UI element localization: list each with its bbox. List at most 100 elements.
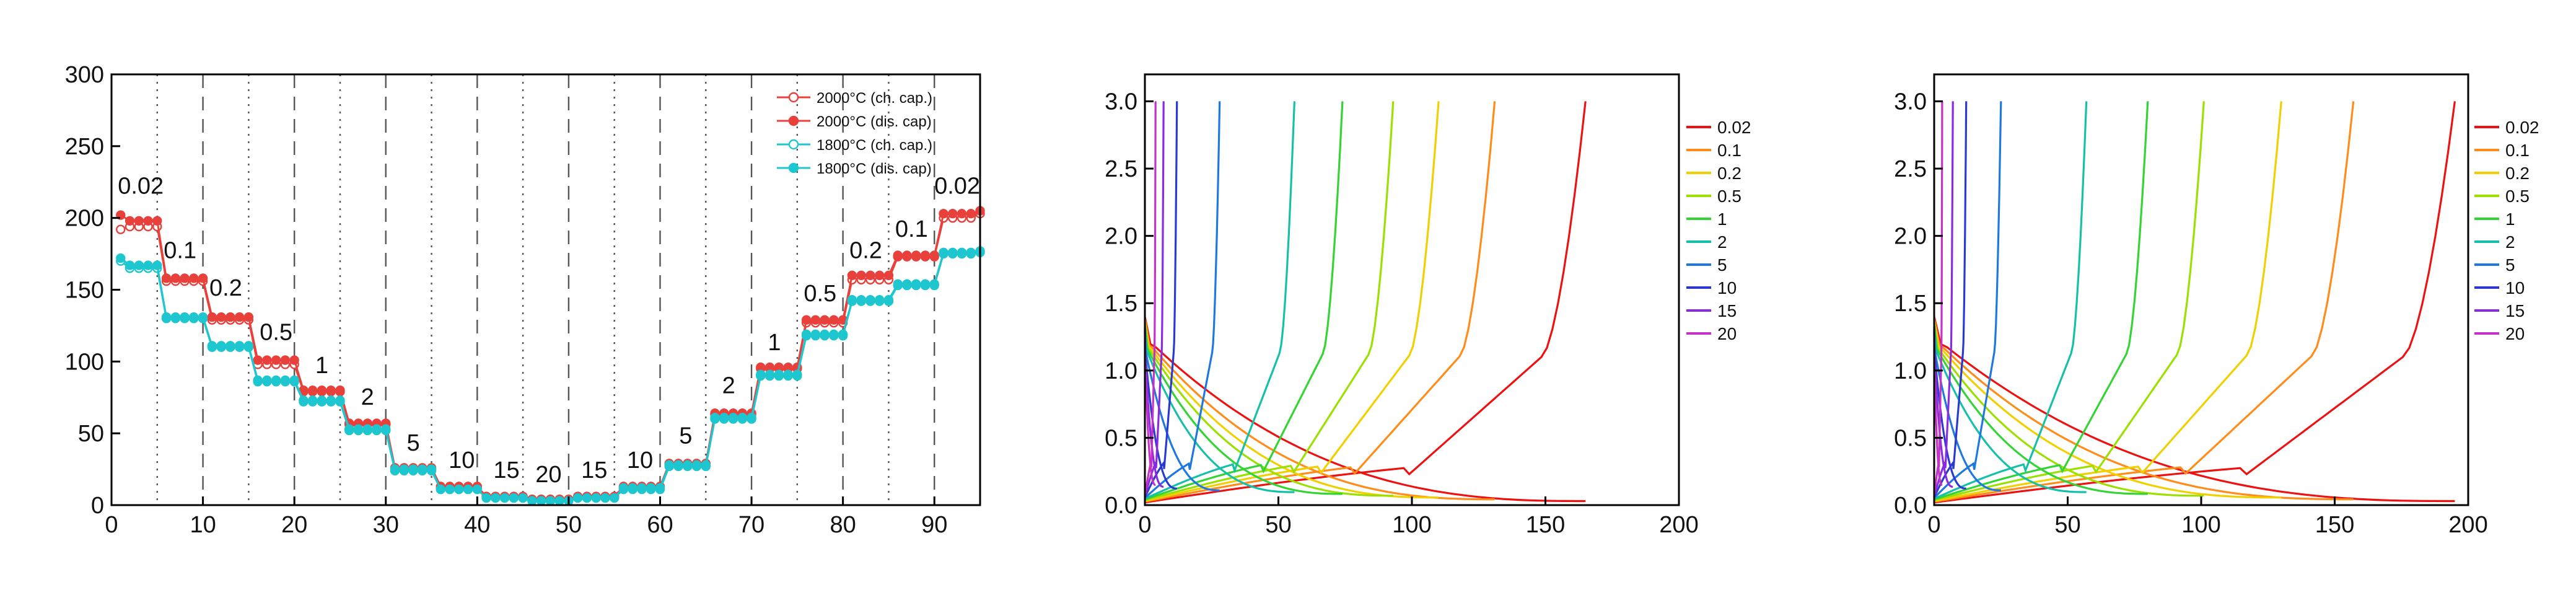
data-point-2000dis: [893, 250, 903, 260]
data-point-1800dis: [299, 395, 309, 405]
data-point-1800dis: [554, 496, 564, 506]
charge-curve: [1933, 101, 1943, 496]
rate-label: 10: [449, 447, 475, 474]
x-tick-label: 80: [830, 512, 856, 538]
x-tick-label: 20: [281, 512, 307, 538]
data-point-1800dis: [317, 395, 327, 405]
rate-label: 20: [535, 462, 561, 488]
data-point-1800dis: [801, 329, 812, 340]
data-point-1800dis: [499, 493, 510, 503]
data-point-2000dis: [234, 312, 245, 322]
data-point-1800dis: [509, 493, 519, 503]
legend-label: 0.2: [1717, 164, 1741, 183]
data-point-1800dis: [966, 247, 976, 257]
rate-label: 2: [722, 372, 735, 399]
legend-label: 5: [1717, 255, 1727, 275]
data-point-2000dis: [161, 273, 172, 283]
legend-label: 10: [1717, 278, 1737, 297]
x-tick-label: 200: [1659, 512, 1698, 538]
data-point-2000dis: [143, 216, 153, 226]
data-point-1800dis: [673, 460, 683, 470]
data-point-1800dis: [426, 464, 437, 474]
data-point-1800dis: [600, 493, 610, 503]
data-point-2000dis: [902, 250, 912, 260]
charge-curve: [1933, 101, 1954, 497]
rate-label: 0.1: [164, 238, 196, 264]
legend: 0.02 0.1 0.2 0.5 1 2 5 10 15 20: [1686, 118, 1751, 343]
rate-capability-chart: 0 10 20 30 40 50 60 70 80 90 0 50 100 150 200 250 300 0.…: [65, 62, 985, 538]
data-point-2000dis: [243, 312, 254, 322]
data-point-2000dis: [170, 273, 181, 283]
rate-label: 5: [406, 430, 419, 456]
data-point-1800dis: [911, 279, 921, 289]
data-point-1800dis: [628, 483, 637, 493]
legend-label: 0.5: [1717, 187, 1741, 206]
x-tick-label: 10: [190, 512, 216, 538]
data-point-1800dis: [637, 483, 647, 493]
data-point-2000dis: [810, 315, 821, 325]
data-point-2000dis: [883, 270, 894, 281]
data-point-1800dis: [829, 329, 839, 340]
y-tick-label: 1.5: [1105, 291, 1137, 317]
charge-curve: [1934, 101, 2282, 502]
data-point-1800dis: [271, 375, 281, 386]
data-point-1800dis: [527, 496, 537, 506]
legend-label: 5: [2505, 255, 2515, 275]
data-point-1800dis: [655, 483, 665, 493]
y-tick-label: 0.5: [1894, 425, 1927, 451]
y-tick-label: 250: [65, 134, 104, 160]
data-point-1800dis: [170, 312, 181, 322]
data-point-2000dis: [939, 209, 948, 219]
rate-label: 5: [679, 423, 692, 449]
x-tick-label: 100: [2181, 512, 2220, 538]
y-tick-label: 1.5: [1894, 291, 1927, 317]
legend-label: 2: [2505, 232, 2515, 252]
charge-curve: [1144, 101, 1178, 498]
y-tick-label: 2.0: [1894, 224, 1927, 250]
data-point-1800dis: [125, 260, 135, 270]
legend-label: 1: [1717, 209, 1727, 229]
rate-label: 15: [581, 457, 607, 483]
rate-label: 0.2: [209, 275, 242, 301]
legend-label: 1: [2505, 209, 2515, 229]
data-point-1800dis: [536, 496, 546, 506]
legend-label: 0.1: [1717, 141, 1741, 160]
discharge-curve: [1144, 325, 1295, 493]
legend-label: 15: [2505, 301, 2525, 320]
x-tick-label: 60: [647, 512, 673, 538]
y-tick-label: 3.0: [1894, 89, 1927, 115]
axis-ticks: 0 50 100 150 200 0.0 0.5 1.0 1.5 2.0 2.5 3.0: [1894, 89, 2488, 538]
data-point-1800dis: [820, 329, 830, 340]
charge-curve: [1144, 101, 1496, 503]
rate-label: 0.5: [804, 281, 836, 307]
data-point-1800dis: [207, 341, 217, 351]
data-point-1800dis: [545, 496, 556, 506]
x-tick-label: 70: [738, 512, 764, 538]
data-point-1800dis: [774, 369, 784, 379]
data-point-1800dis: [948, 247, 958, 257]
y-tick-label: 50: [78, 421, 104, 447]
legend-label: 20: [1717, 324, 1737, 343]
data-point-2000dis: [856, 270, 866, 281]
y-tick-label: 0: [91, 493, 104, 519]
data-point-1800dis: [436, 484, 445, 495]
data-point-2000dis: [317, 385, 327, 395]
data-point-1800dis: [783, 369, 793, 379]
y-tick-label: 300: [65, 62, 104, 88]
rate-label: 0.5: [260, 320, 292, 346]
data-point-1800dis: [491, 493, 501, 503]
data-point-2000dis: [948, 209, 958, 219]
data-point-2000dis: [829, 315, 839, 325]
y-tick-label: 0.5: [1105, 425, 1137, 451]
data-point-2000dis: [134, 216, 144, 226]
data-point-1800dis: [180, 312, 190, 322]
legend: 2000°C (ch. cap.) 2000°C (dis. cap) 1800°C…: [777, 90, 932, 177]
rate-label: 2: [361, 384, 374, 410]
data-point-2000dis: [198, 273, 208, 283]
data-point-2000dis: [189, 273, 199, 283]
x-tick-label: 50: [2054, 512, 2080, 538]
y-tick-label: 1.0: [1894, 358, 1927, 384]
x-tick-label: 150: [1526, 512, 1565, 538]
data-point-1800dis: [362, 424, 372, 434]
legend-label: 0.02: [1717, 118, 1751, 137]
